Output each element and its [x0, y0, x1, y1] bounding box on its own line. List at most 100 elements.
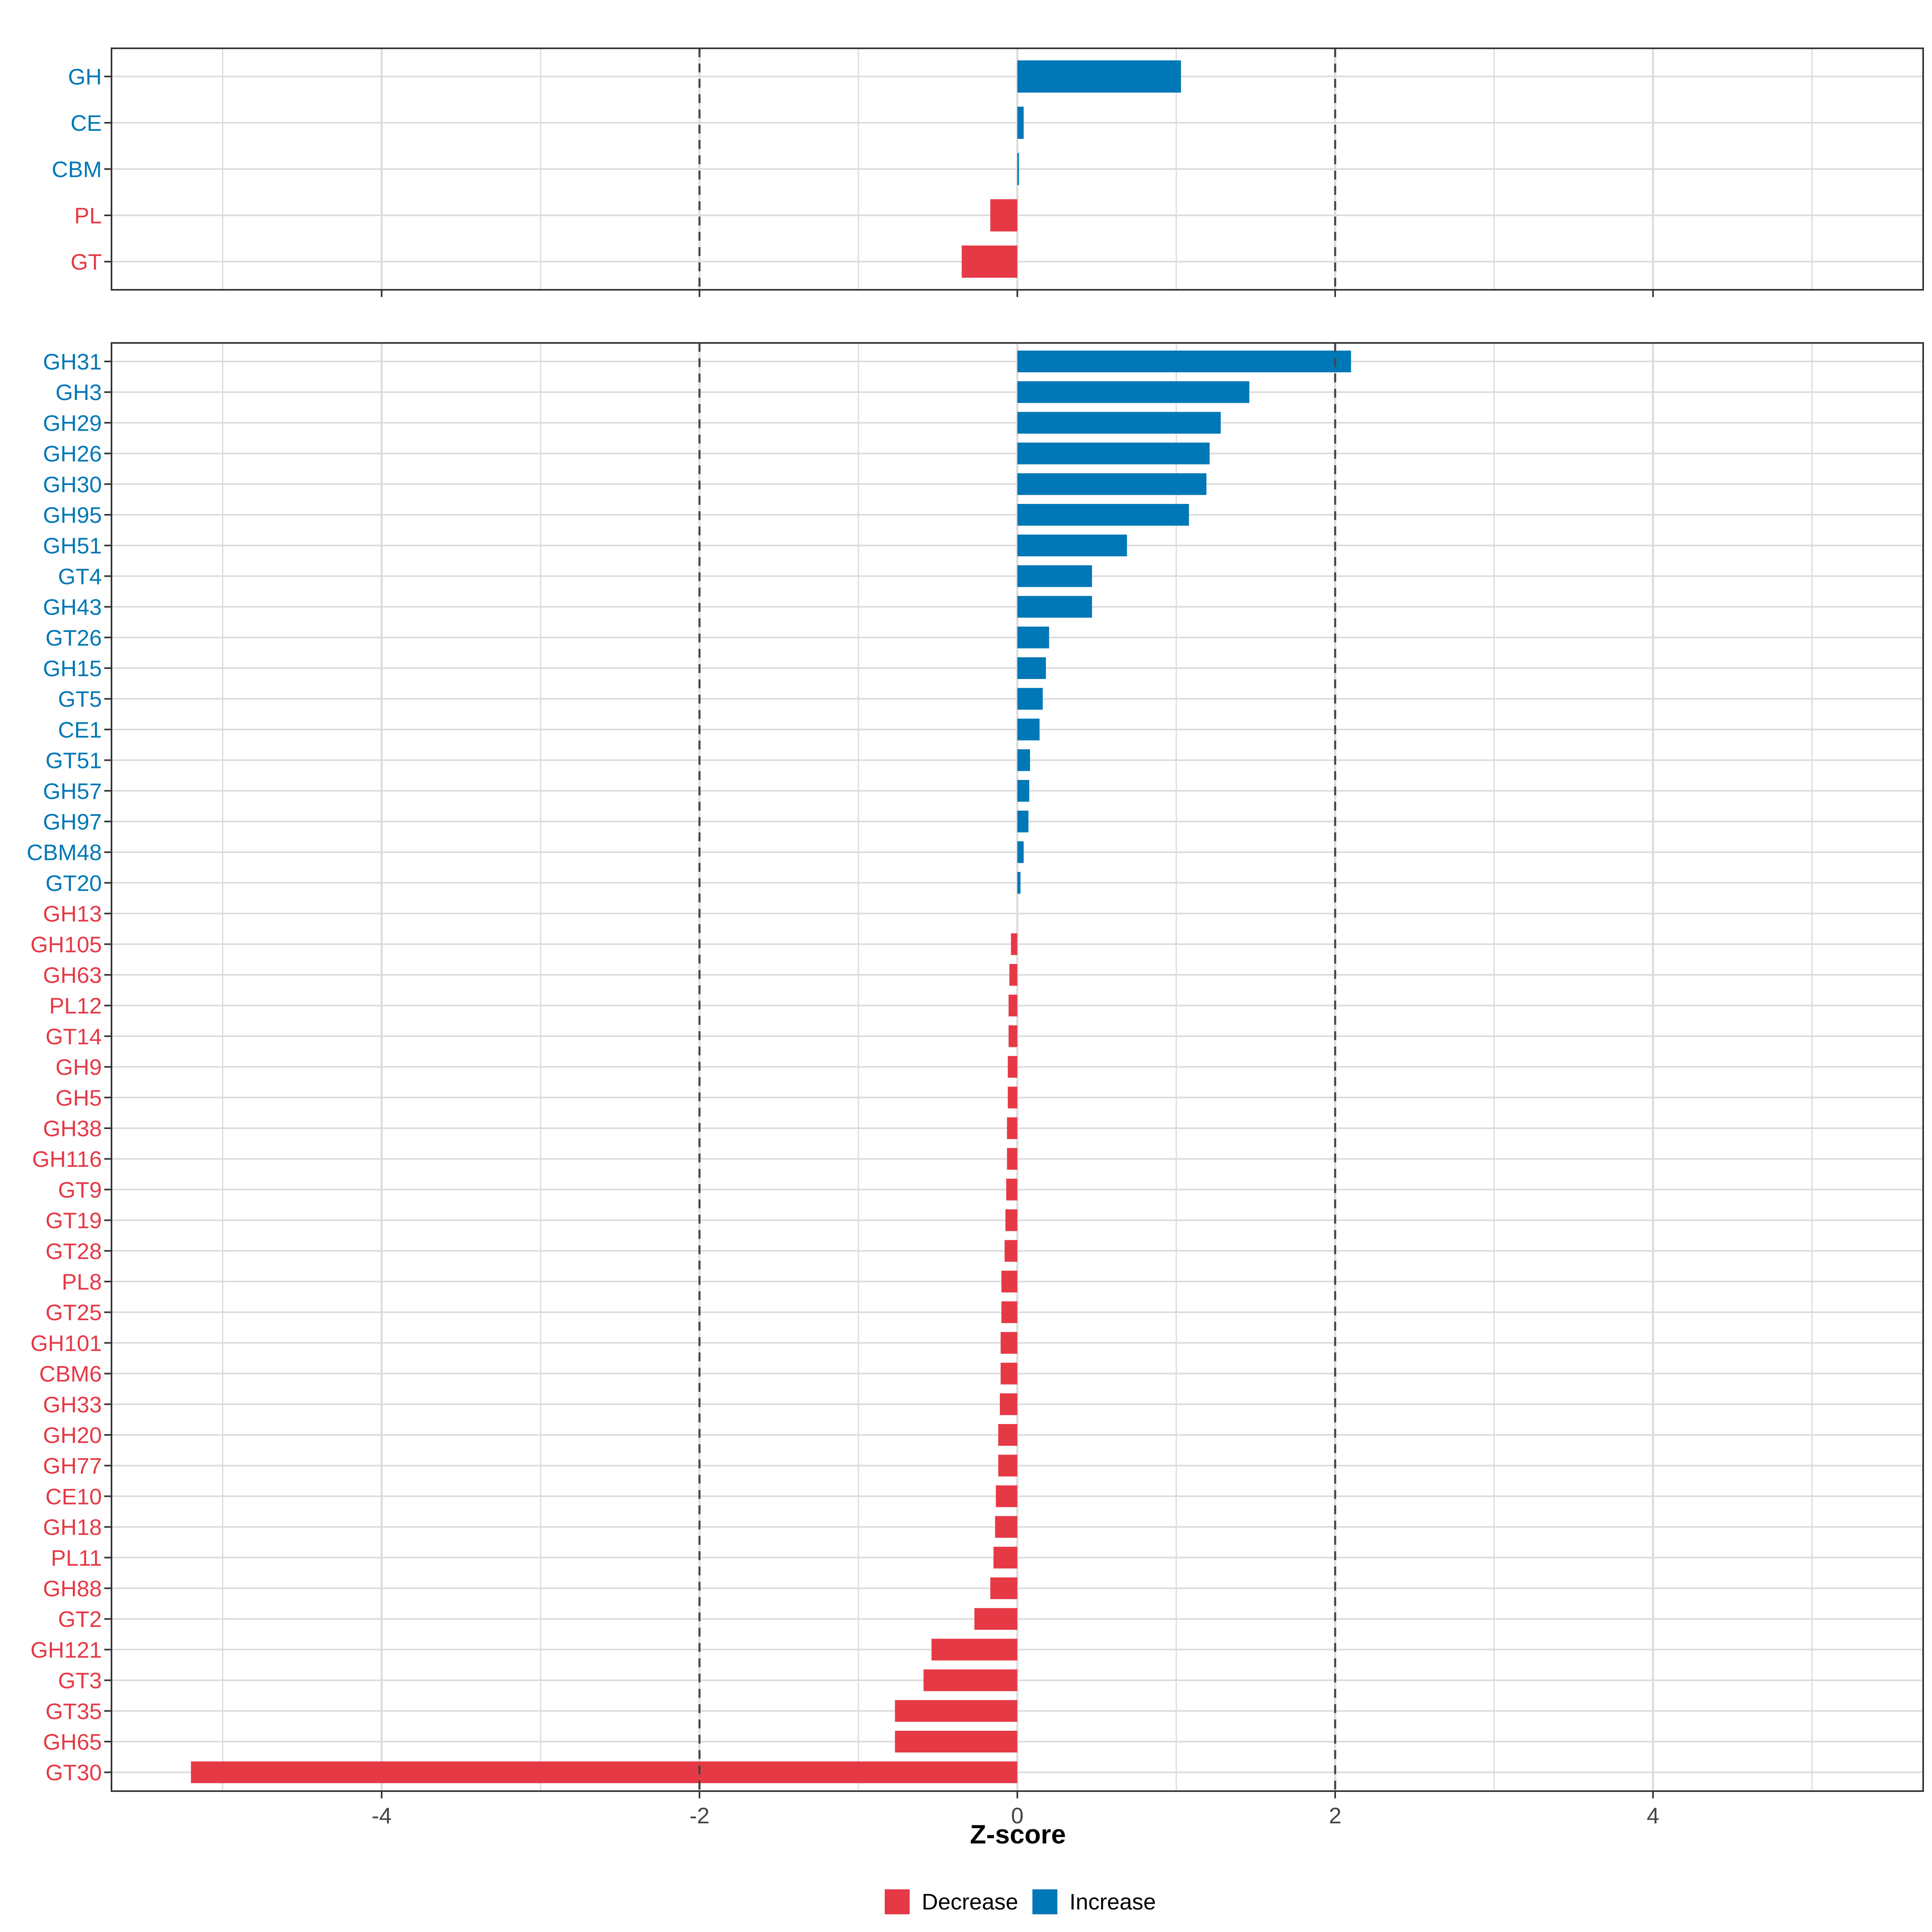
y-label-gt35: GT35: [45, 1699, 102, 1724]
y-label-gh65: GH65: [43, 1729, 102, 1754]
y-label-gh31: GH31: [43, 349, 102, 374]
bar-gt4: [1017, 565, 1092, 587]
bar-gt: [962, 246, 1018, 278]
bar-gh121: [931, 1639, 1018, 1661]
bar-gh116: [1007, 1148, 1018, 1170]
y-label-gt20: GT20: [45, 870, 102, 896]
y-label-pl11: PL11: [51, 1545, 102, 1571]
bar-gh33: [1000, 1393, 1018, 1415]
bar-gt35: [895, 1700, 1018, 1722]
y-label-ce: CE: [70, 110, 102, 136]
bar-pl8: [1001, 1271, 1018, 1292]
bar-gh15: [1017, 657, 1046, 679]
bar-gh101: [1001, 1332, 1018, 1354]
bar-gt3: [923, 1669, 1018, 1691]
y-label-gh77: GH77: [43, 1453, 102, 1478]
bar-ce1: [1017, 718, 1040, 741]
legend-swatch-increase: [1032, 1889, 1057, 1914]
bar-gh105: [1011, 933, 1018, 955]
y-label-gt30: GT30: [45, 1760, 102, 1785]
x-axis: -4 -2 0 2 4: [372, 1803, 1659, 1828]
y-label-gh13: GH13: [43, 901, 102, 927]
y-label-gt2: GT2: [58, 1606, 102, 1632]
y-label-ce10: CE10: [45, 1484, 102, 1509]
y-label-gt26: GT26: [45, 625, 102, 650]
bar-gt20: [1017, 872, 1021, 894]
y-label-gh51: GH51: [43, 533, 102, 558]
y-label-gt: GT: [70, 249, 102, 275]
y-label-gh9: GH9: [56, 1055, 102, 1080]
bar-gh95: [1017, 504, 1189, 526]
y-label-gh30: GH30: [43, 472, 102, 497]
x-tick-label: 4: [1647, 1803, 1659, 1828]
x-tick-label: 0: [1011, 1803, 1024, 1828]
bar-gh65: [895, 1731, 1018, 1752]
y-label-pl12: PL12: [49, 993, 102, 1018]
y-label-gh116: GH116: [32, 1146, 102, 1172]
y-label-gt19: GT19: [45, 1208, 102, 1233]
bar-gt28: [1004, 1240, 1018, 1262]
y-label-ce1: CE1: [58, 717, 102, 742]
bar-gh29: [1017, 412, 1221, 434]
y-label-gt9: GT9: [58, 1177, 102, 1202]
bar-gh57: [1017, 780, 1030, 802]
y-label-gt14: GT14: [45, 1024, 102, 1049]
bar-gh77: [998, 1455, 1018, 1477]
legend-label-decrease: Decrease: [922, 1889, 1018, 1914]
bar-gt9: [1006, 1179, 1018, 1201]
bar-gh20: [998, 1424, 1018, 1446]
bar-ce10: [996, 1485, 1018, 1507]
y-label-gh3: GH3: [56, 380, 102, 405]
y-label-gt3: GT3: [58, 1668, 102, 1693]
bar-gh3: [1017, 381, 1249, 403]
y-label-gt4: GT4: [58, 564, 102, 589]
bar-gt14: [1008, 1025, 1018, 1047]
y-label-gh97: GH97: [43, 809, 102, 834]
y-label-gh29: GH29: [43, 410, 102, 436]
bar-gt51: [1017, 749, 1030, 771]
bar-pl11: [993, 1546, 1018, 1569]
bar-gh51: [1017, 535, 1127, 557]
y-label-gt5: GT5: [58, 686, 102, 712]
y-label-cbm: CBM: [52, 157, 102, 182]
y-label-gh15: GH15: [43, 656, 102, 681]
bar-gt30: [191, 1761, 1018, 1783]
bar-ce: [1017, 107, 1024, 139]
bar-gh18: [995, 1516, 1018, 1538]
bar-gh43: [1017, 596, 1092, 618]
bar-pl: [990, 199, 1018, 231]
y-label-gt28: GT28: [45, 1238, 102, 1264]
bar-gt19: [1005, 1209, 1018, 1231]
bar-gh38: [1007, 1117, 1018, 1139]
y-label-gh18: GH18: [43, 1515, 102, 1540]
bar-gt5: [1017, 688, 1043, 710]
bar-pl12: [1008, 995, 1018, 1017]
y-label-gt51: GT51: [45, 748, 102, 773]
bar-gh9: [1007, 1056, 1018, 1078]
x-axis-title: Z-score: [970, 1819, 1066, 1849]
bar-cbm6: [1001, 1362, 1018, 1385]
top-panel: GH CE CBM PL GT: [52, 47, 1924, 297]
y-label-gh20: GH20: [43, 1422, 102, 1448]
bar-gh31: [1017, 351, 1351, 372]
bar-gh26: [1017, 442, 1210, 464]
bar-gt25: [1001, 1301, 1018, 1323]
bar-gt26: [1017, 626, 1049, 648]
x-tick-label: -2: [689, 1803, 710, 1828]
y-label-gh57: GH57: [43, 778, 102, 804]
bar-gh30: [1017, 473, 1207, 495]
x-tick-label: 2: [1329, 1803, 1342, 1828]
y-label-gh43: GH43: [43, 594, 102, 620]
bar-gh: [1017, 60, 1181, 93]
x-tick-label: -4: [372, 1803, 392, 1828]
legend-label-increase: Increase: [1069, 1889, 1156, 1914]
y-label-gh38: GH38: [43, 1116, 102, 1141]
y-label-gh95: GH95: [43, 502, 102, 528]
legend-swatch-decrease: [885, 1889, 910, 1914]
bar-gh88: [990, 1577, 1018, 1599]
y-label-gt25: GT25: [45, 1300, 102, 1325]
y-label-gh105: GH105: [31, 932, 102, 957]
bar-gt2: [974, 1608, 1018, 1630]
bar-cbm: [1017, 153, 1019, 185]
